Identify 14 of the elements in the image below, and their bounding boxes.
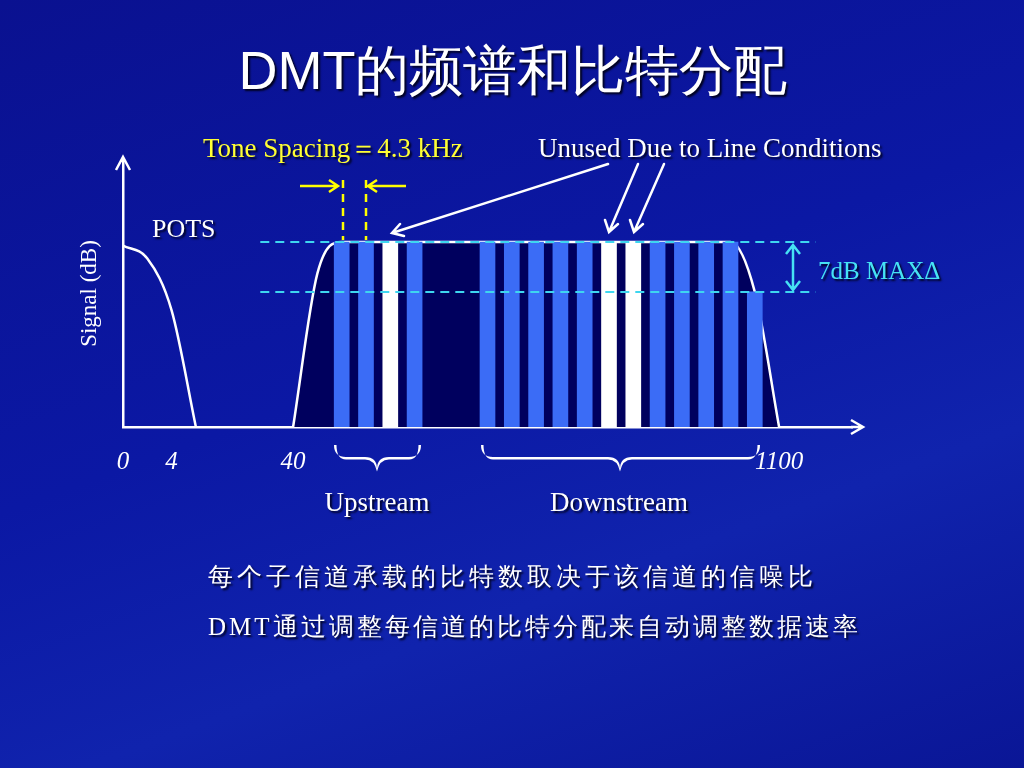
text: Upstream xyxy=(324,487,430,519)
x-tick-label: 1100 xyxy=(755,446,804,474)
x-tick-label: 4 xyxy=(165,446,178,474)
chart-title: DMT的频谱和比特分配 xyxy=(238,38,788,102)
series-label: POTS xyxy=(152,214,216,244)
text: Downstream xyxy=(550,487,688,519)
text: 每个子信道承载的比特数取决于该信道的信噪比 xyxy=(208,562,817,592)
x-tick-label: 0 xyxy=(116,446,130,474)
text: Tone Spacing＝4.3 kHz xyxy=(203,133,463,165)
x-tick-label: 40 xyxy=(280,446,307,474)
text: DMT通过调整每信道的比特分配来自动调整数据速率 xyxy=(208,612,861,642)
text: Unused Due to Line Conditions xyxy=(538,133,882,165)
annotation: 7dB MAXΔ xyxy=(818,256,941,286)
y-axis-title: Signal (dB) xyxy=(75,240,101,347)
